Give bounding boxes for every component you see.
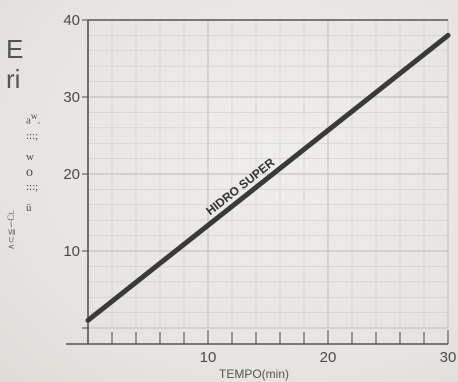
x-tick-label: 20 [320, 349, 337, 366]
y-title-frag-7: :::; [26, 180, 39, 193]
y-tick-label: 30 [63, 89, 80, 106]
plot-frame [66, 19, 448, 345]
x-tick-label: 30 [440, 349, 457, 366]
y-tick-label: 40 [63, 12, 80, 29]
series-layer: HIDRO SUPER [85, 32, 451, 323]
y-tick-label: 10 [63, 243, 80, 260]
y-tick-label: 20 [63, 166, 80, 183]
axis-ticks [82, 19, 449, 344]
series-line-hidro-super [85, 32, 451, 323]
y-title-frag-6: o [26, 164, 33, 180]
x-axis-title: TEMPO(min) [219, 367, 289, 381]
y-title-frag-5: w [26, 150, 34, 163]
series-label-hidro-super: HIDRO SUPER [203, 155, 277, 218]
grid-lines [87, 19, 449, 329]
y-axis-title: E ri aw. :::; w o :::; ü ∧⊂≦∽Ct. [6, 34, 44, 250]
tick-labels: 10 20 30 40 10 20 30 TEMPO(min) [63, 12, 456, 381]
y-title-frag-3: aw. [26, 111, 41, 127]
x-tick-label: 10 [200, 349, 217, 366]
y-title-frag-4: :::; [26, 129, 39, 142]
y-title-letter-2: ri [6, 64, 21, 94]
y-title-letter-1: E [6, 34, 24, 64]
y-title-frag-8: ü [26, 201, 32, 214]
